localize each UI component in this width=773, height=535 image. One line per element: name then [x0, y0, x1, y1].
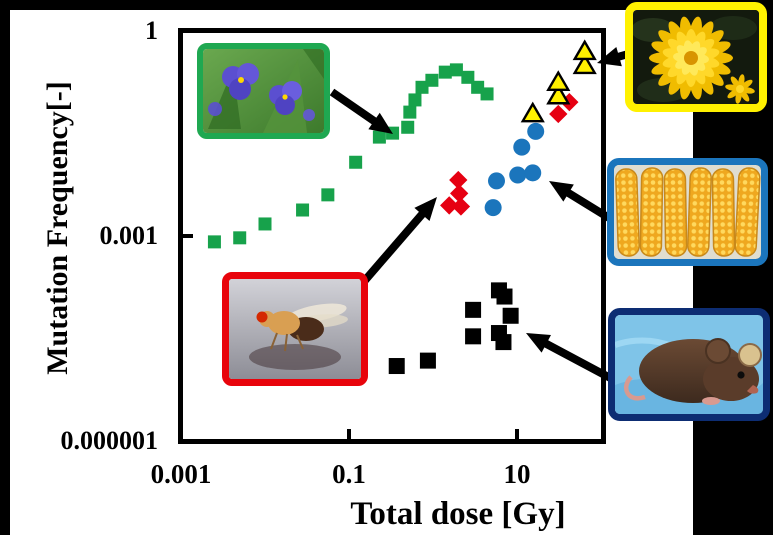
mouse-body: [624, 338, 762, 405]
corn-cobs: [615, 167, 761, 257]
y-tick-label-0.000001: 0.000001: [60, 425, 159, 455]
yellow-flower-petals: [649, 16, 733, 100]
x-tick-label-0.001: 0.001: [150, 459, 212, 489]
x-tick-label-0.1: 0.1: [332, 459, 366, 489]
petal: [740, 79, 753, 90]
drosophila-photo: [222, 272, 368, 386]
x-tickmark-0.1: [347, 429, 351, 439]
spiderwort-photo: [197, 43, 330, 139]
fly-body: [256, 303, 348, 352]
purple-flower-cluster: [208, 63, 315, 121]
x-axis-title: Total dose [Gy]: [350, 496, 566, 532]
chrysanthemum-flower-image: [633, 10, 759, 104]
petal: [727, 88, 740, 99]
x-tick-label-10: 10: [503, 459, 531, 489]
y-tickmark-0.001: [183, 233, 193, 238]
chrysanthemum-photo: [625, 2, 767, 112]
bud-core: [736, 85, 744, 93]
petal: [730, 76, 741, 89]
corn-cobs-image: [614, 165, 761, 259]
y-tick-label-1: 1: [145, 16, 158, 45]
brown-mouse-image: [615, 315, 763, 414]
mouse-photo: [608, 308, 770, 421]
maize-photo: [607, 158, 768, 266]
y-tick-label-0.001: 0.001: [99, 220, 159, 250]
spiderwort-flowers-image: [203, 49, 324, 133]
small-yellow-bud: [725, 74, 755, 104]
flower-core: [684, 51, 698, 65]
plot-area: [178, 28, 606, 444]
x-tickmark-10: [515, 429, 519, 439]
fly-reflection: [249, 344, 341, 370]
petal: [739, 89, 750, 102]
fruit-fly-image: [229, 279, 361, 379]
